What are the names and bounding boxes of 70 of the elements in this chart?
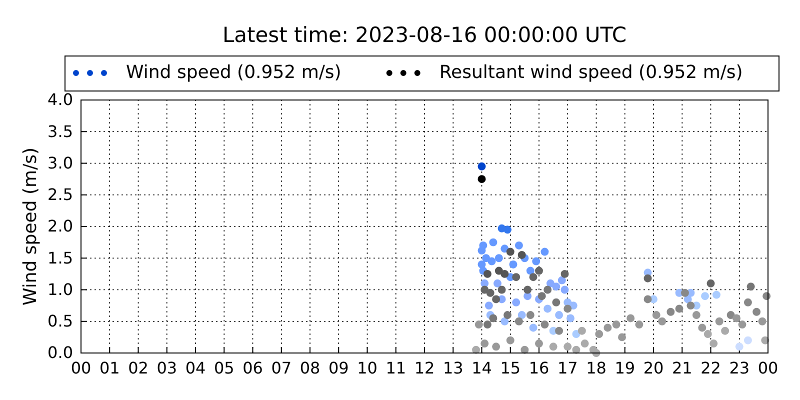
point xyxy=(529,324,538,332)
legend-label: Resultant wind speed (0.952 m/s) xyxy=(439,62,743,83)
point xyxy=(478,162,486,170)
point xyxy=(572,330,580,338)
x-tick-label: 01 xyxy=(99,358,120,378)
point xyxy=(735,342,744,351)
point xyxy=(512,298,520,306)
x-tick-label: 08 xyxy=(300,358,320,378)
x-tick-label: 07 xyxy=(271,358,292,378)
x-tick-label: 19 xyxy=(614,358,636,378)
point xyxy=(712,290,720,299)
x-tick-label: 18 xyxy=(586,358,606,378)
point xyxy=(532,257,540,266)
point xyxy=(518,311,526,320)
y-tick-label: 3.0 xyxy=(48,153,73,172)
point xyxy=(701,292,710,300)
point xyxy=(526,266,534,275)
point xyxy=(560,286,569,294)
x-tick-label: 15 xyxy=(500,358,521,378)
point xyxy=(488,257,496,266)
x-tick-label: 05 xyxy=(214,358,234,378)
x-tick-label: 09 xyxy=(328,358,349,378)
point xyxy=(500,244,509,253)
point xyxy=(514,241,523,250)
point xyxy=(489,238,498,246)
x-tick-label: 17 xyxy=(557,358,578,378)
point xyxy=(478,260,486,268)
x-tick-label: 02 xyxy=(128,358,148,378)
y-tick-label: 0.0 xyxy=(48,343,73,362)
x-tick-label: 16 xyxy=(528,358,550,378)
point xyxy=(540,248,549,256)
x-tick-label: 13 xyxy=(442,358,464,378)
point xyxy=(555,311,564,320)
point xyxy=(744,336,752,344)
y-tick-label: 2.5 xyxy=(48,184,73,204)
x-tick-label: 22 xyxy=(700,358,721,378)
x-tick-label: 06 xyxy=(242,358,263,378)
point xyxy=(552,282,560,291)
y-axis-title: Wind speed (m/s) xyxy=(20,147,41,306)
x-tick-label: 00 xyxy=(758,358,778,378)
point xyxy=(509,260,518,268)
point xyxy=(500,317,509,326)
y-tick-label: 3.5 xyxy=(48,122,73,141)
point xyxy=(484,302,493,310)
chart-title: Latest time: 2023-08-16 00:00:00 UTC xyxy=(222,23,627,47)
y-tick-label: 2.0 xyxy=(48,216,73,236)
x-tick-label: 11 xyxy=(386,358,406,378)
y-tick-label: 1.0 xyxy=(48,280,73,299)
point xyxy=(482,254,490,262)
x-tick-label: 21 xyxy=(672,358,692,378)
x-tick-label: 20 xyxy=(643,358,664,378)
point xyxy=(566,314,574,322)
x-tick-label: 00 xyxy=(70,358,92,378)
legend-label: Wind speed (0.952 m/s) xyxy=(126,62,342,83)
x-tick-label: 03 xyxy=(156,358,178,378)
y-tick-label: 1.5 xyxy=(48,248,73,268)
y-tick-label: 4.0 xyxy=(48,90,73,110)
point xyxy=(544,304,552,313)
point xyxy=(504,226,512,234)
point xyxy=(569,302,578,310)
y-tick-label: 0.5 xyxy=(48,311,73,330)
point xyxy=(494,254,503,262)
point xyxy=(494,279,502,288)
x-tick-label: 10 xyxy=(357,358,378,378)
x-tick-label: 04 xyxy=(185,358,206,378)
x-tick-label: 14 xyxy=(472,358,492,378)
x-tick-label: 12 xyxy=(414,358,435,378)
x-tick-label: 23 xyxy=(729,358,750,378)
point xyxy=(558,276,566,284)
point xyxy=(479,241,488,250)
